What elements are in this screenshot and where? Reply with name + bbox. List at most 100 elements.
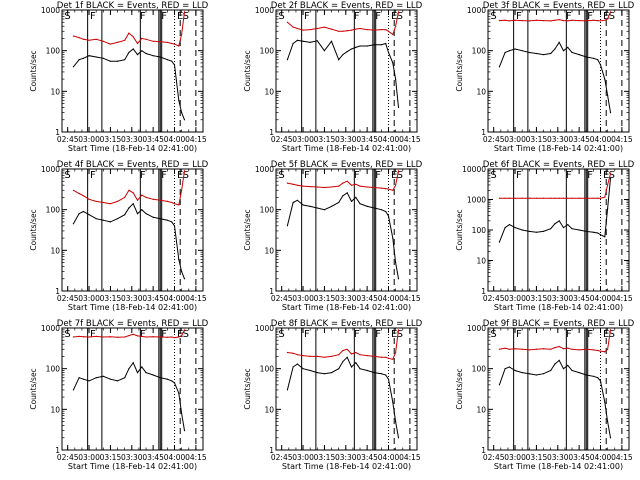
x-tick-label: 04:15 xyxy=(399,135,421,144)
x-tick-label: 04:15 xyxy=(611,294,633,303)
marker-f: F xyxy=(587,11,593,22)
data-point xyxy=(82,210,84,213)
y-tick-label: 10 xyxy=(476,257,486,266)
x-tick-label: 04:00 xyxy=(164,294,186,303)
data-point xyxy=(514,19,516,21)
data-point xyxy=(395,78,397,80)
data-point xyxy=(136,372,139,374)
marker-s: S xyxy=(609,329,615,340)
y-tick-label: 100 xyxy=(260,47,275,56)
data-point xyxy=(504,19,506,21)
panel-det-4f: Det 4f BLACK = Events, RED = LLD 1 10 100 10… xyxy=(29,160,209,312)
x-tick-label: 03:15 xyxy=(526,135,548,144)
data-point xyxy=(562,20,565,22)
marker-f: F xyxy=(90,11,96,22)
data-point xyxy=(592,57,595,59)
data-point xyxy=(183,430,186,432)
data-point xyxy=(562,227,565,229)
series-events xyxy=(286,356,400,439)
data-point xyxy=(88,336,90,338)
data-point xyxy=(567,224,569,226)
data-point xyxy=(554,223,556,225)
data-point xyxy=(316,40,318,42)
data-point xyxy=(609,173,612,175)
y-tick-label: 1 xyxy=(55,287,60,296)
data-point xyxy=(82,57,84,59)
data-point xyxy=(392,358,394,360)
marker-f: F xyxy=(516,170,522,181)
x-axis-label: Start Time (18-Feb-14 02:41:00) xyxy=(282,303,411,312)
data-point xyxy=(592,349,595,351)
data-point xyxy=(102,40,104,42)
data-point xyxy=(102,375,104,377)
data-point xyxy=(152,216,154,218)
data-point xyxy=(550,348,552,350)
data-point xyxy=(578,349,580,351)
data-point xyxy=(380,44,382,46)
x-tick-label: 03:45 xyxy=(142,294,164,303)
x-tick-label: 03:15 xyxy=(314,294,336,303)
marker-f: F xyxy=(587,329,593,340)
data-point xyxy=(178,258,180,260)
data-point xyxy=(562,50,565,52)
data-point xyxy=(338,354,340,356)
data-point xyxy=(607,421,609,423)
marker-e: E xyxy=(177,170,183,181)
data-point xyxy=(504,347,506,349)
series-events xyxy=(498,41,612,114)
data-point xyxy=(309,369,311,372)
data-point xyxy=(592,231,595,233)
x-tick-label: 03:45 xyxy=(356,453,378,462)
data-point xyxy=(286,59,288,61)
series-events xyxy=(72,48,186,121)
series-lld xyxy=(72,329,186,339)
data-point xyxy=(571,19,573,21)
series-line-events xyxy=(72,202,185,279)
data-point xyxy=(604,351,606,353)
data-point xyxy=(609,11,612,13)
data-point xyxy=(95,218,97,220)
x-tick-label: 03:00 xyxy=(292,294,314,303)
x-tick-label: 03:30 xyxy=(335,453,357,462)
x-tick-label: 03:30 xyxy=(121,135,143,144)
data-point xyxy=(323,186,325,189)
y-tick-label: 1 xyxy=(481,287,486,296)
data-point xyxy=(159,199,161,201)
data-point xyxy=(604,401,606,403)
marker-f: F xyxy=(304,329,310,340)
y-axis-label: Counts/sec xyxy=(29,209,38,250)
data-point xyxy=(346,348,348,350)
data-point xyxy=(355,196,357,198)
data-point xyxy=(95,38,97,40)
data-point xyxy=(514,197,516,199)
data-point xyxy=(387,357,390,359)
marker-s: S xyxy=(609,170,615,181)
panel-det-9f: Det 9f BLACK = Events, RED = LLD 1 10 100 10… xyxy=(455,319,635,471)
data-point xyxy=(350,366,353,368)
data-point xyxy=(498,241,500,243)
data-point xyxy=(166,336,168,338)
data-point xyxy=(607,348,609,350)
data-point xyxy=(366,45,368,47)
data-point xyxy=(72,35,74,37)
data-point xyxy=(296,363,298,365)
marker-s: S xyxy=(278,170,284,181)
data-point xyxy=(528,373,530,375)
data-point xyxy=(181,33,183,36)
data-point xyxy=(567,197,569,199)
plot-frame xyxy=(487,327,630,451)
data-point xyxy=(571,228,573,230)
data-point xyxy=(88,380,90,382)
y-tick-label: 100 xyxy=(260,365,275,374)
data-point xyxy=(141,194,143,196)
data-point xyxy=(498,66,500,68)
data-point xyxy=(323,373,325,375)
plot-frame xyxy=(61,9,204,133)
data-point xyxy=(397,437,400,439)
data-point xyxy=(181,189,183,191)
data-point xyxy=(535,52,538,55)
data-point xyxy=(521,197,523,199)
data-point xyxy=(166,219,168,221)
data-point xyxy=(514,348,516,350)
x-axis-label: Start Time (18-Feb-14 02:41:00) xyxy=(494,462,623,471)
